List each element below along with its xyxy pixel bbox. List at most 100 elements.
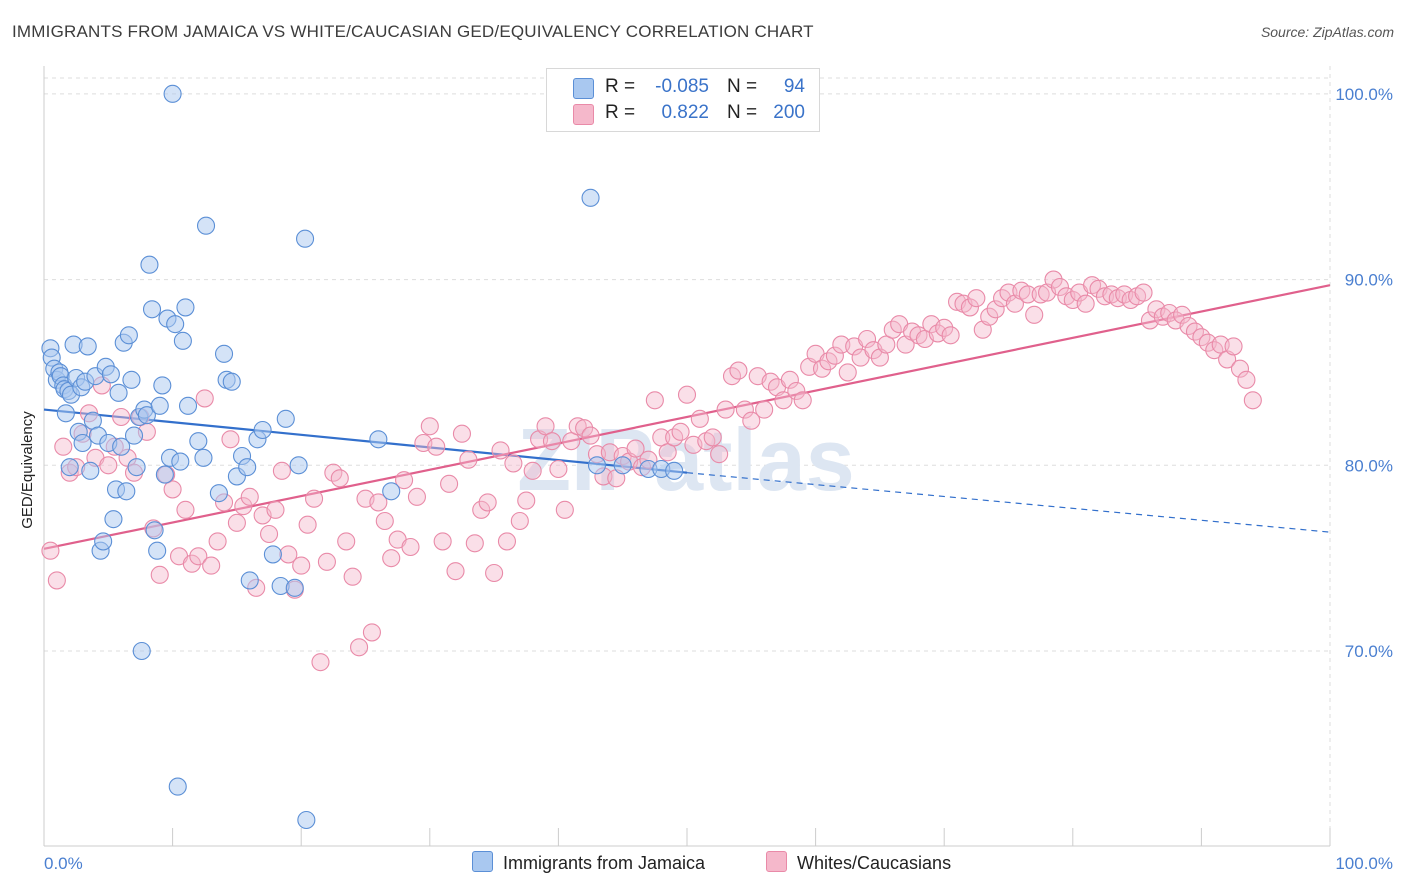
white-caucasian-point <box>311 653 330 672</box>
jamaica-point <box>166 315 185 334</box>
white-caucasian-point <box>401 537 420 557</box>
white-caucasian-point <box>960 298 979 317</box>
jamaica-point <box>189 432 208 451</box>
jamaica-point <box>613 456 632 475</box>
white-caucasian-point <box>729 361 748 380</box>
white-caucasian-point <box>967 289 986 308</box>
white-caucasian-point <box>542 432 562 451</box>
jamaica-point <box>145 521 164 540</box>
white-caucasian-point <box>825 346 844 365</box>
legend: R = -0.085 N = 94 R = 0.822 N = 200 <box>546 68 820 132</box>
jamaica-point <box>176 298 195 317</box>
white-caucasian-point <box>266 500 285 519</box>
white-caucasian-point <box>1031 285 1050 304</box>
white-caucasian-point <box>182 554 201 573</box>
white-caucasian-point <box>189 547 208 566</box>
white-caucasian-point <box>517 491 536 510</box>
jamaica-point <box>665 461 684 480</box>
white-caucasian-point <box>163 480 182 499</box>
white-caucasian-point <box>485 563 504 583</box>
jamaica-point <box>196 216 216 235</box>
white-caucasian-point <box>774 391 793 410</box>
white-caucasian-point <box>41 541 60 560</box>
jamaica-points <box>41 84 684 830</box>
jamaica-point <box>101 365 120 384</box>
white-caucasian-point <box>742 411 761 430</box>
white-caucasian-point <box>523 461 542 480</box>
y-tick-label: 70.0% <box>1345 642 1393 661</box>
white-caucasian-point <box>330 469 349 488</box>
bottom-legend-swatch-jamaica <box>472 851 493 872</box>
white-caucasian-point <box>780 370 799 389</box>
watermark: ZIPatlas <box>517 410 854 509</box>
white-caucasian-point <box>1173 305 1192 324</box>
white-caucasian-point <box>716 400 735 419</box>
bottom-legend-label-white: Whites/Caucasians <box>797 853 952 873</box>
white-caucasian-point <box>735 400 754 419</box>
white-caucasian-point <box>99 456 118 475</box>
white-caucasian-point <box>1076 294 1095 313</box>
white-caucasian-point <box>298 515 317 534</box>
jamaica-point <box>163 84 182 103</box>
jamaica-point <box>222 372 241 391</box>
white-caucasian-point <box>440 474 459 493</box>
white-caucasian-point <box>793 391 812 410</box>
white-caucasian-point <box>581 426 600 445</box>
white-caucasian-point <box>555 500 574 519</box>
white-caucasian-point <box>202 556 221 575</box>
white-caucasian-point <box>343 567 362 586</box>
jamaica-point <box>214 344 234 363</box>
jamaica-point <box>253 420 272 440</box>
white-caucasian-point <box>575 419 594 438</box>
jamaica-point <box>289 456 308 475</box>
jamaica-point <box>171 452 190 471</box>
white-caucasian-point <box>510 511 529 531</box>
white-caucasian-point <box>935 318 954 337</box>
white-caucasian-point <box>227 513 246 532</box>
white-caucasian-point <box>292 556 311 575</box>
jamaica-trend-extension <box>686 472 1331 533</box>
jamaica-point <box>127 458 146 477</box>
white-caucasian-point <box>1050 277 1069 297</box>
jamaica-point <box>94 532 113 551</box>
jamaica-point <box>168 777 187 796</box>
white-caucasian-point <box>150 565 169 584</box>
x-tick-label-max: 100.0% <box>1335 854 1393 873</box>
white-caucasian-point <box>941 326 960 345</box>
jamaica-point <box>112 437 131 456</box>
y-axis-label: GED/Equivalency <box>19 411 36 529</box>
white-caucasian-point <box>549 459 568 479</box>
jamaica-point <box>142 300 162 319</box>
white-caucasian-point <box>703 428 722 447</box>
white-caucasian-point <box>176 500 195 519</box>
white-caucasian-point <box>420 417 439 436</box>
jamaica-point <box>148 541 167 560</box>
white-caucasian-point <box>671 422 690 441</box>
legend-swatch-jamaica <box>573 78 594 99</box>
white-caucasian-point <box>857 329 877 349</box>
legend-r-value: -0.085 <box>655 76 709 97</box>
legend-r-value: 0.822 <box>661 102 709 123</box>
jamaica-point <box>73 433 92 453</box>
white-caucasian-point <box>1243 391 1262 410</box>
white-caucasian-points <box>41 270 1262 672</box>
chart-title: IMMIGRANTS FROM JAMAICA VS WHITE/CAUCASI… <box>12 22 814 41</box>
white-caucasian-point <box>1224 337 1243 356</box>
legend-r-label: R = <box>605 102 636 123</box>
white-caucasian-point <box>1025 305 1044 324</box>
white-caucasian-point <box>980 307 999 326</box>
white-caucasian-point <box>472 500 491 519</box>
white-caucasian-point <box>112 407 131 427</box>
jamaica-point <box>238 458 257 477</box>
white-caucasian-point <box>362 623 381 642</box>
jamaica-point <box>56 404 75 423</box>
legend-n-value: 94 <box>783 76 805 97</box>
y-tick-label: 80.0% <box>1345 456 1393 475</box>
jamaica-point <box>263 545 282 564</box>
jamaica-point <box>297 810 316 830</box>
legend-n-value: 200 <box>773 102 805 123</box>
source-label: Source: ZipAtlas.com <box>1260 24 1394 40</box>
jamaica-point <box>81 461 100 480</box>
white-caucasian-point <box>677 385 697 404</box>
